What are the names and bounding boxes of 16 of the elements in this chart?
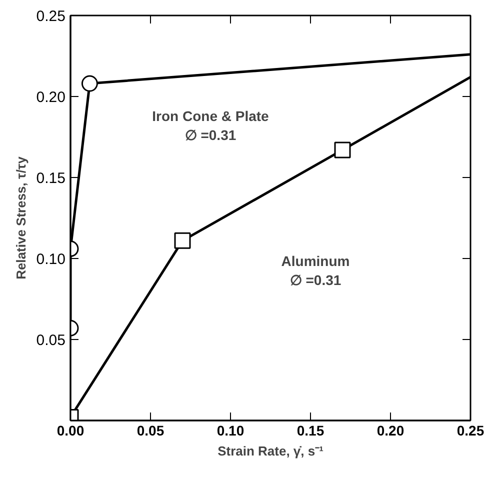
x-axis-title: Strain Rate, γ̇, s⁻¹ <box>218 444 324 458</box>
point <box>334 142 351 158</box>
y-tick-label: 0.20 <box>36 89 66 106</box>
annotation: Aluminum ∅ =0.31 <box>281 252 350 288</box>
y-tick-label: 0.05 <box>36 332 66 349</box>
x-tick-label: 0.10 <box>216 422 244 438</box>
x-tick-label: 0.20 <box>376 422 404 438</box>
x-tick-label: 0.15 <box>296 422 324 438</box>
y-axis-title: Relative Stress, τ/τy <box>13 156 28 280</box>
y-tick-label: 0.10 <box>36 251 66 268</box>
y-tick-label: 0.15 <box>36 170 66 187</box>
annotation: Iron Cone & Plate ∅ =0.31 <box>152 108 270 144</box>
x-tick-label: 0.25 <box>456 422 484 438</box>
y-tick-label: 0.25 <box>36 8 66 25</box>
x-tick-label: 0.00 <box>56 422 84 438</box>
x-tick-label: 0.05 <box>136 422 164 438</box>
